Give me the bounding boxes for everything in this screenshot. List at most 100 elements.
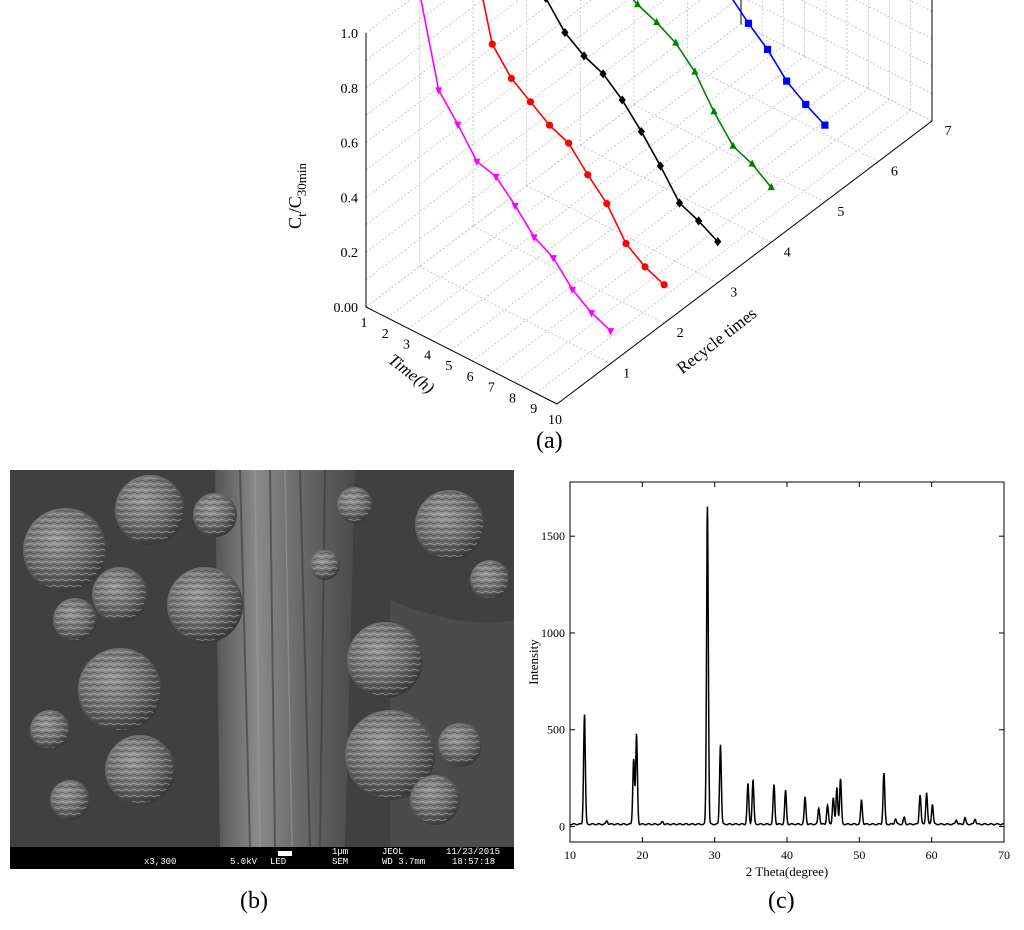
sem-sphere-texture — [312, 552, 338, 578]
sem-sphere-texture — [412, 777, 458, 823]
series-line-5 — [732, 0, 826, 126]
series-2-point — [488, 40, 496, 48]
series-3-point — [637, 126, 645, 137]
ztick-label: 4 — [784, 245, 791, 260]
series-3-point — [561, 27, 569, 38]
chart-a-ylabel: Ct/C30min — [285, 163, 309, 229]
grid-line — [365, 0, 738, 280]
ztick-label: 6 — [891, 164, 898, 179]
series-3-point — [695, 216, 703, 226]
xtick-label: 3 — [403, 338, 410, 353]
sem-sphere-texture — [169, 569, 241, 641]
sem-scale-bar — [278, 851, 292, 856]
series-4-point — [710, 107, 718, 115]
sem-voltage: 5.0kV — [230, 857, 258, 867]
series-4-point — [729, 141, 737, 149]
series-2-point — [603, 200, 611, 208]
sem-info-bar: 1µm JEOL 11/23/2015 x3,300 5.0kV LED SEM… — [10, 847, 514, 869]
grid-line — [365, 0, 592, 171]
sem-mode: SEM — [332, 857, 349, 867]
grid-line — [386, 34, 763, 319]
series-4-point — [767, 182, 775, 191]
series-4-point — [748, 159, 756, 167]
xtick-label: 9 — [530, 402, 537, 417]
sem-image-drawing — [10, 470, 514, 847]
series-4-point — [691, 67, 699, 75]
sem-sphere-texture — [417, 492, 483, 558]
series-3-point — [580, 51, 588, 61]
series-2-point — [622, 239, 630, 248]
xtick-label: 7 — [488, 381, 495, 396]
panel-label-b: (b) — [240, 888, 268, 914]
series-3-point — [599, 69, 607, 79]
grid-line — [365, 0, 629, 198]
series-1-point — [530, 234, 538, 242]
grid-line — [429, 56, 805, 340]
series-1-point — [549, 255, 557, 263]
xrd-chart: 10 20 30 40 50 60 70 0 500 1000 1500 2 Theta(degre… — [526, 481, 1010, 879]
grid-line — [854, 0, 933, 40]
series-4-point — [672, 38, 680, 46]
ytick-label: 0.8 — [341, 82, 359, 97]
ytick-label: 500 — [547, 723, 565, 737]
axis-line — [556, 120, 933, 405]
series-1-point — [587, 310, 596, 318]
series-2-point — [660, 281, 668, 289]
ztick-label: 2 — [677, 326, 684, 341]
xtick-label: 5 — [445, 359, 452, 374]
chart-a-series — [420, 0, 829, 336]
series-3-point — [714, 237, 722, 247]
series-2-point — [565, 139, 573, 147]
xrd-pattern-line — [569, 506, 1005, 826]
ytick-label: 0.2 — [341, 246, 359, 261]
series-5-point — [821, 121, 829, 129]
sem-sphere-texture — [94, 569, 146, 621]
sem-wd: WD 3.7mm — [382, 857, 426, 867]
ztick-label: 5 — [837, 205, 844, 220]
series-2-point — [545, 121, 554, 129]
series-line-4 — [632, 0, 772, 188]
series-3-point — [618, 95, 626, 105]
chart-a-grid — [365, 0, 933, 405]
series-1-point — [606, 328, 615, 336]
sem-maker: JEOL — [382, 847, 404, 857]
grid-line — [365, 0, 701, 253]
sem-time: 18:57:18 — [452, 857, 496, 867]
sem-magnification: x3,300 — [144, 857, 177, 867]
xtick-label: 70 — [998, 848, 1010, 862]
xtick-label: 10 — [564, 848, 576, 862]
sem-sphere-texture — [25, 510, 105, 590]
panel-label-c: (c) — [768, 888, 795, 914]
xtick-label: 50 — [853, 848, 865, 862]
ytick-label: 1000 — [541, 626, 565, 640]
sem-sphere-texture — [80, 650, 160, 730]
sem-sphere-texture — [347, 712, 433, 798]
grid-line — [535, 109, 912, 394]
xtick-label: 40 — [781, 848, 793, 862]
chart-a-zlabel: Recycle times — [673, 304, 760, 378]
sem-sphere-texture — [107, 737, 173, 803]
sem-sphere-texture — [117, 477, 183, 543]
series-3-point — [675, 198, 684, 208]
sem-sphere-texture — [52, 782, 88, 818]
series-4-point — [633, 0, 642, 8]
xtick-label: 10 — [548, 413, 562, 428]
grid-line — [365, 23, 742, 308]
ytick-label: 0.00 — [334, 301, 359, 316]
ytick-label: 0 — [559, 820, 565, 834]
series-3-point — [656, 161, 665, 171]
grid-line — [365, 23, 742, 308]
series-1-point — [454, 121, 462, 129]
series-2-point — [526, 98, 535, 106]
ztick-label: 7 — [945, 124, 952, 139]
sem-sphere-texture — [32, 712, 68, 748]
axis-line — [365, 306, 558, 405]
series-1-point — [473, 158, 481, 167]
sem-scale-label: 1µm — [332, 847, 349, 857]
sem-detector: LED — [270, 857, 287, 867]
sem-micrograph: 1µm JEOL 11/23/2015 x3,300 5.0kV LED SEM… — [10, 470, 514, 869]
series-2-point — [641, 263, 649, 271]
sem-sphere-texture — [195, 495, 235, 535]
series-5-point — [744, 19, 753, 27]
